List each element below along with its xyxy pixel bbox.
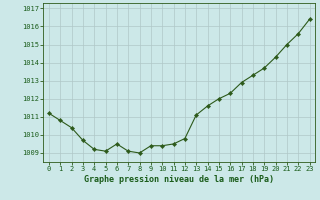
X-axis label: Graphe pression niveau de la mer (hPa): Graphe pression niveau de la mer (hPa) xyxy=(84,175,274,184)
